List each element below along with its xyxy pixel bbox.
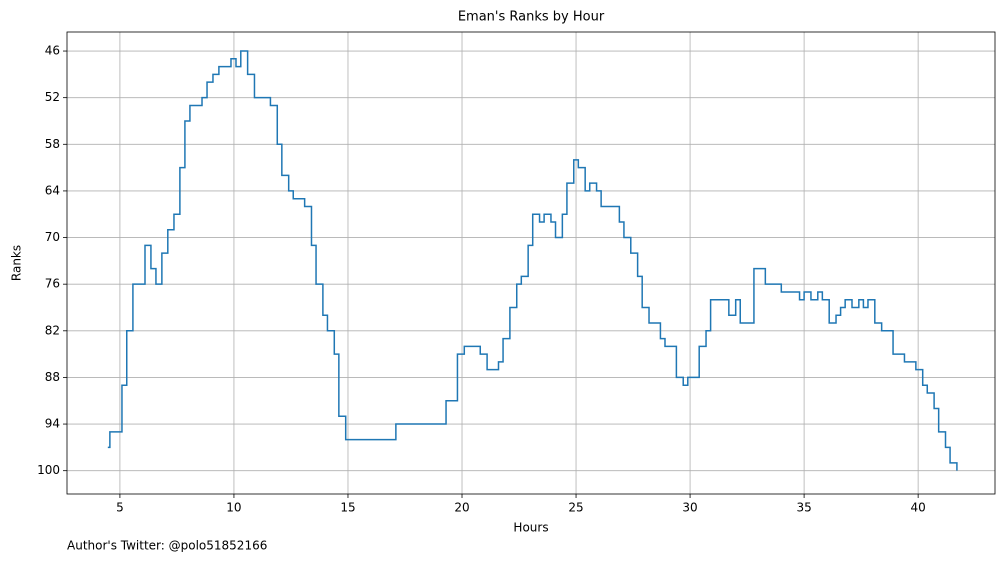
- x-tick-label: 25: [568, 501, 583, 515]
- plot-frame: [66, 31, 996, 495]
- x-tick-label: 10: [226, 501, 241, 515]
- y-tick-label: 100: [37, 463, 60, 477]
- x-tick-label: 40: [911, 501, 926, 515]
- x-axis-label: Hours: [513, 521, 548, 535]
- y-tick-label: 94: [45, 417, 60, 431]
- y-tick-label: 46: [45, 44, 60, 58]
- y-tick-label: 52: [45, 90, 60, 104]
- y-tick-label: 88: [45, 370, 60, 384]
- x-tick-label: 35: [796, 501, 811, 515]
- y-tick-label: 82: [45, 323, 60, 337]
- x-tick-label: 20: [454, 501, 469, 515]
- footnote: Author's Twitter: @polo51852166: [67, 539, 267, 553]
- chart-title: Eman's Ranks by Hour: [458, 10, 605, 25]
- y-tick-label: 70: [45, 230, 60, 244]
- x-tick-label: 30: [682, 501, 697, 515]
- x-tick-label: 15: [340, 501, 355, 515]
- y-tick-label: 76: [45, 277, 60, 291]
- x-tick-label: 5: [116, 501, 124, 515]
- y-tick-label: 58: [45, 137, 60, 151]
- y-tick-label: 64: [45, 183, 60, 197]
- step-line: [107, 50, 958, 471]
- y-axis-label: Ranks: [10, 245, 24, 281]
